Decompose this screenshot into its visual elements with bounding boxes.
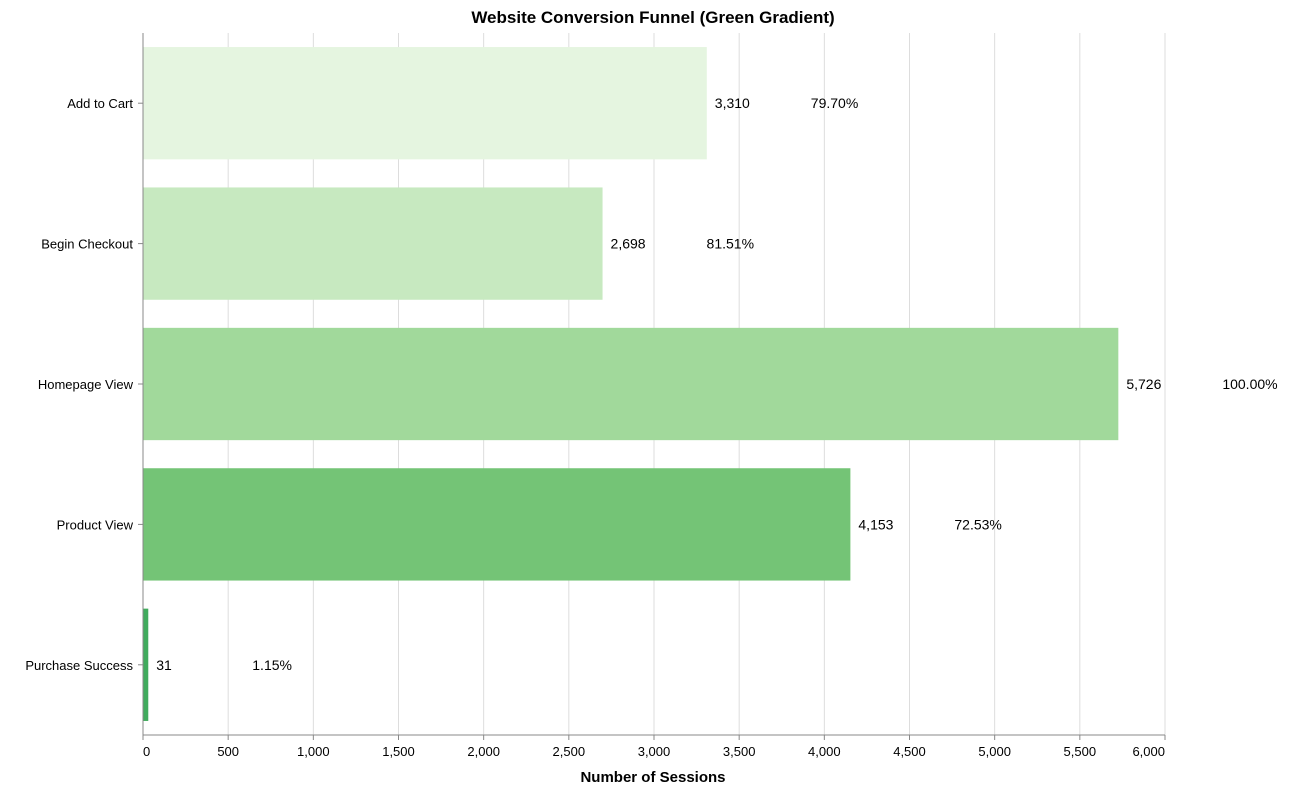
value-label: 4,153 [858, 516, 893, 532]
value-label: 2,698 [611, 236, 646, 252]
x-tick-label: 3,000 [638, 744, 671, 759]
y-tick-label: Purchase Success [25, 658, 133, 673]
x-tick-label: 5,000 [978, 744, 1011, 759]
bar [143, 468, 851, 581]
axis-layer: Add to Cart Begin Checkout Homepage View Pr… [25, 33, 1166, 759]
bar [143, 47, 707, 160]
x-tick-label: 4,500 [893, 744, 926, 759]
label-layer: 3,310 79.70% 2,698 81.51% 5,726 100.00% 4,153 7… [156, 95, 1277, 673]
bar [143, 187, 603, 300]
x-tick-label: 2,500 [553, 744, 586, 759]
x-tick-label: 2,000 [467, 744, 500, 759]
chart-title: Website Conversion Funnel (Green Gradien… [471, 8, 834, 27]
value-label: 3,310 [715, 95, 750, 111]
x-tick-label: 5,500 [1064, 744, 1097, 759]
x-tick-label: 3,500 [723, 744, 756, 759]
x-tick-label: 500 [217, 744, 239, 759]
bar-layer [143, 47, 1119, 721]
y-tick-label: Begin Checkout [41, 237, 133, 252]
y-tick-label: Homepage View [38, 377, 134, 392]
percent-label: 81.51% [707, 236, 754, 252]
x-tick-label: 6,000 [1132, 744, 1165, 759]
value-label: 5,726 [1126, 376, 1161, 392]
value-label: 31 [156, 657, 172, 673]
percent-label: 79.70% [811, 95, 858, 111]
percent-label: 1.15% [252, 657, 292, 673]
x-tick-label: 4,000 [808, 744, 841, 759]
x-axis-title: Number of Sessions [580, 769, 725, 786]
x-tick-label: 1,500 [382, 744, 415, 759]
x-tick-label: 0 [143, 744, 150, 759]
percent-label: 72.53% [954, 516, 1001, 532]
y-tick-label: Product View [57, 517, 134, 532]
bar [143, 327, 1119, 441]
bar [143, 608, 149, 721]
y-tick-label: Add to Cart [67, 96, 133, 111]
x-tick-label: 1,000 [297, 744, 330, 759]
percent-label: 100.00% [1222, 376, 1277, 392]
